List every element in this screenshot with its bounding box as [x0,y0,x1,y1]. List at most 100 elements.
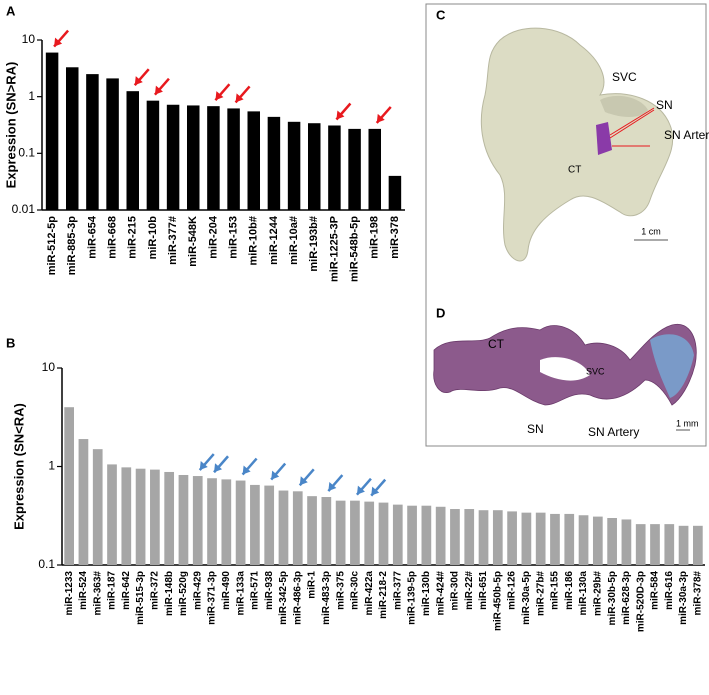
panel-letter: A [6,3,16,18]
x-tick-label: miR-130b [421,571,432,616]
bar [45,52,59,211]
bar [592,516,603,565]
y-tick-label: 0.01 [12,202,36,216]
bar [678,525,689,565]
x-tick-label: miR-378# [692,571,703,616]
arrow-head [328,482,337,492]
bar [464,509,475,565]
bar [378,502,389,565]
arrow-head [235,93,244,103]
bar [407,505,417,565]
x-tick-label: miR-1233 [64,571,75,616]
scale-label: 1 mm [676,418,699,428]
bar [86,74,99,210]
x-tick-label: miR-377 [392,571,403,610]
bar [621,519,632,565]
x-tick-label: miR-651 [478,571,489,610]
scale-label: 1 cm [641,226,661,236]
bar [535,512,546,565]
x-tick-label: miR-571 [250,571,261,610]
bar [207,478,217,565]
bar [135,468,146,565]
x-tick-label: miR-628-3p [621,571,632,625]
x-tick-label: miR-422a [364,571,375,616]
bar [150,469,160,565]
panel-letter: B [6,335,15,350]
x-tick-label: miR-10b# [248,216,260,266]
x-tick-label: miR-520D-3p [635,571,646,632]
bar [392,504,403,565]
bar [287,121,301,210]
bar [78,439,89,565]
x-tick-label: miR-424# [435,571,446,616]
y-tick-label: 0.1 [38,557,55,571]
bar [221,479,232,565]
panel-letter: D [436,305,445,320]
bar [146,100,160,210]
bar [335,500,346,565]
x-tick-label: miR-515-3p [135,571,146,625]
x-tick-label: miR-215 [127,216,139,259]
x-tick-label: miR-512-5p [46,216,58,276]
x-tick-label: miR-1225-3P [328,216,340,282]
arrow-head [371,486,380,496]
image-label: SN Artery [588,425,639,439]
image-label: SVC [612,70,637,84]
pointer [609,109,655,139]
x-tick-label: miR-1244 [268,215,280,265]
x-tick-label: miR-371-3p [207,571,218,625]
bar [650,524,660,565]
arrow-head [214,463,223,473]
bar [166,104,180,210]
bar [550,513,560,565]
bar [227,108,240,210]
bar [247,111,261,210]
bar [121,467,132,565]
bar [328,125,341,210]
x-tick-label: miR-148b [164,571,175,616]
bar [507,511,517,565]
y-tick-label: 10 [42,360,56,374]
arrow-head [199,461,208,471]
bar [492,510,503,565]
bar [267,116,281,210]
arrow-head [299,476,308,486]
bar [250,484,260,565]
x-tick-label: miR-30a-3p [678,571,689,625]
bar [388,175,402,210]
x-tick-label: miR-30b-5p [607,571,618,625]
bar [635,524,646,565]
bar [364,501,375,565]
image-label: CT [568,165,581,176]
image-label: CT [488,337,505,351]
x-tick-label: miR-483-3p [321,571,332,625]
lumen [540,357,590,381]
arrow-head [54,37,63,47]
pointer [609,107,655,136]
x-tick-label: miR-363# [92,571,103,616]
arrow-head [356,485,365,495]
x-tick-label: miR-153 [227,216,239,259]
y-axis-label: Expression (SN<RA) [11,403,26,530]
x-tick-label: miR-10a# [288,216,300,265]
bar [664,524,675,565]
x-tick-label: miR-548b-5p [348,216,360,282]
x-tick-label: miR-548K [187,216,199,267]
bar [264,485,275,565]
bar [348,128,361,210]
y-axis-label: Expression (SN>RA) [3,62,18,189]
x-tick-label: miR-130a [578,571,589,616]
bar [192,476,203,565]
x-tick-label: miR-10b [147,216,159,260]
arrow-head [154,85,163,95]
arrow-head [271,470,280,480]
bar [186,105,200,210]
x-tick-label: miR-30c [350,571,361,610]
x-tick-label: miR-126 [507,571,518,610]
x-tick-label: miR-30a-5p [521,571,532,625]
x-tick-label: miR-450b-5p [492,571,503,631]
x-tick-label: miR-584 [650,571,661,610]
x-tick-label: miR-22# [464,571,475,610]
bar [292,491,303,565]
